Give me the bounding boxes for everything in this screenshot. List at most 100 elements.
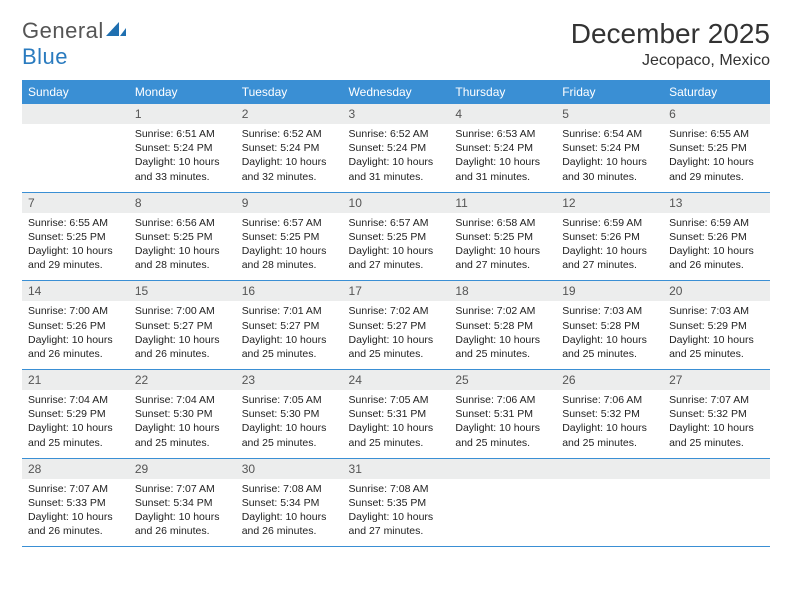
day-number: 17 — [343, 281, 450, 301]
sunrise-text: Sunrise: 6:57 AM — [242, 216, 337, 230]
sunset-text: Sunset: 5:34 PM — [242, 496, 337, 510]
calendar-day-cell: 2Sunrise: 6:52 AMSunset: 5:24 PMDaylight… — [236, 104, 343, 192]
sunset-text: Sunset: 5:24 PM — [242, 141, 337, 155]
day-body: Sunrise: 6:55 AMSunset: 5:25 PMDaylight:… — [663, 124, 770, 192]
location: Jecopaco, Mexico — [571, 52, 770, 70]
day-body: Sunrise: 6:57 AMSunset: 5:25 PMDaylight:… — [236, 213, 343, 281]
day-body: Sunrise: 7:00 AMSunset: 5:27 PMDaylight:… — [129, 301, 236, 369]
sunset-text: Sunset: 5:24 PM — [562, 141, 657, 155]
sunrise-text: Sunrise: 6:51 AM — [135, 127, 230, 141]
day-number — [556, 459, 663, 479]
calendar-day-cell — [663, 458, 770, 547]
day-number: 26 — [556, 370, 663, 390]
day-body: Sunrise: 7:03 AMSunset: 5:28 PMDaylight:… — [556, 301, 663, 369]
calendar-day-cell: 9Sunrise: 6:57 AMSunset: 5:25 PMDaylight… — [236, 192, 343, 281]
day-number: 15 — [129, 281, 236, 301]
calendar-day-cell: 23Sunrise: 7:05 AMSunset: 5:30 PMDayligh… — [236, 370, 343, 459]
day-number: 13 — [663, 193, 770, 213]
day-number: 19 — [556, 281, 663, 301]
sunset-text: Sunset: 5:24 PM — [455, 141, 550, 155]
day-body: Sunrise: 7:04 AMSunset: 5:30 PMDaylight:… — [129, 390, 236, 458]
day-number: 2 — [236, 104, 343, 124]
sunset-text: Sunset: 5:31 PM — [455, 407, 550, 421]
daylight-text: Daylight: 10 hours and 25 minutes. — [562, 421, 657, 449]
calendar-week-row: 28Sunrise: 7:07 AMSunset: 5:33 PMDayligh… — [22, 458, 770, 547]
daylight-text: Daylight: 10 hours and 28 minutes. — [242, 244, 337, 272]
calendar-day-cell: 3Sunrise: 6:52 AMSunset: 5:24 PMDaylight… — [343, 104, 450, 192]
sunset-text: Sunset: 5:31 PM — [349, 407, 444, 421]
day-body: Sunrise: 7:07 AMSunset: 5:33 PMDaylight:… — [22, 479, 129, 547]
sunset-text: Sunset: 5:32 PM — [562, 407, 657, 421]
day-body — [22, 124, 129, 182]
daylight-text: Daylight: 10 hours and 25 minutes. — [242, 333, 337, 361]
sunrise-text: Sunrise: 6:52 AM — [349, 127, 444, 141]
calendar-week-row: 7Sunrise: 6:55 AMSunset: 5:25 PMDaylight… — [22, 192, 770, 281]
daylight-text: Daylight: 10 hours and 25 minutes. — [455, 421, 550, 449]
day-number: 6 — [663, 104, 770, 124]
sunrise-text: Sunrise: 7:00 AM — [135, 304, 230, 318]
day-number: 16 — [236, 281, 343, 301]
daylight-text: Daylight: 10 hours and 25 minutes. — [669, 421, 764, 449]
calendar-day-cell: 29Sunrise: 7:07 AMSunset: 5:34 PMDayligh… — [129, 458, 236, 547]
weekday-header-cell: Saturday — [663, 80, 770, 104]
day-body: Sunrise: 7:00 AMSunset: 5:26 PMDaylight:… — [22, 301, 129, 369]
day-body: Sunrise: 6:59 AMSunset: 5:26 PMDaylight:… — [556, 213, 663, 281]
daylight-text: Daylight: 10 hours and 26 minutes. — [135, 510, 230, 538]
sunset-text: Sunset: 5:27 PM — [242, 319, 337, 333]
day-body: Sunrise: 7:05 AMSunset: 5:31 PMDaylight:… — [343, 390, 450, 458]
day-number: 20 — [663, 281, 770, 301]
day-body: Sunrise: 7:06 AMSunset: 5:32 PMDaylight:… — [556, 390, 663, 458]
calendar-day-cell: 11Sunrise: 6:58 AMSunset: 5:25 PMDayligh… — [449, 192, 556, 281]
daylight-text: Daylight: 10 hours and 25 minutes. — [349, 421, 444, 449]
weekday-header-row: SundayMondayTuesdayWednesdayThursdayFrid… — [22, 80, 770, 104]
day-number: 1 — [129, 104, 236, 124]
calendar-day-cell: 24Sunrise: 7:05 AMSunset: 5:31 PMDayligh… — [343, 370, 450, 459]
weekday-header-cell: Friday — [556, 80, 663, 104]
sunset-text: Sunset: 5:25 PM — [135, 230, 230, 244]
sunrise-text: Sunrise: 6:52 AM — [242, 127, 337, 141]
day-number: 22 — [129, 370, 236, 390]
sunset-text: Sunset: 5:25 PM — [28, 230, 123, 244]
sunrise-text: Sunrise: 6:55 AM — [669, 127, 764, 141]
day-number — [663, 459, 770, 479]
day-body: Sunrise: 6:53 AMSunset: 5:24 PMDaylight:… — [449, 124, 556, 192]
day-number: 9 — [236, 193, 343, 213]
sunset-text: Sunset: 5:24 PM — [349, 141, 444, 155]
daylight-text: Daylight: 10 hours and 25 minutes. — [455, 333, 550, 361]
sunrise-text: Sunrise: 6:53 AM — [455, 127, 550, 141]
sunrise-text: Sunrise: 6:57 AM — [349, 216, 444, 230]
day-number: 21 — [22, 370, 129, 390]
calendar-day-cell — [556, 458, 663, 547]
day-number: 30 — [236, 459, 343, 479]
day-body: Sunrise: 7:01 AMSunset: 5:27 PMDaylight:… — [236, 301, 343, 369]
sunrise-text: Sunrise: 7:06 AM — [455, 393, 550, 407]
sunrise-text: Sunrise: 7:04 AM — [28, 393, 123, 407]
day-body: Sunrise: 6:57 AMSunset: 5:25 PMDaylight:… — [343, 213, 450, 281]
daylight-text: Daylight: 10 hours and 25 minutes. — [28, 421, 123, 449]
daylight-text: Daylight: 10 hours and 33 minutes. — [135, 155, 230, 183]
sunrise-text: Sunrise: 7:03 AM — [562, 304, 657, 318]
day-body: Sunrise: 7:02 AMSunset: 5:28 PMDaylight:… — [449, 301, 556, 369]
calendar-day-cell — [449, 458, 556, 547]
calendar-day-cell: 13Sunrise: 6:59 AMSunset: 5:26 PMDayligh… — [663, 192, 770, 281]
daylight-text: Daylight: 10 hours and 31 minutes. — [455, 155, 550, 183]
daylight-text: Daylight: 10 hours and 26 minutes. — [28, 510, 123, 538]
sunset-text: Sunset: 5:30 PM — [135, 407, 230, 421]
month-title: December 2025 — [571, 18, 770, 50]
sunrise-text: Sunrise: 7:00 AM — [28, 304, 123, 318]
sunrise-text: Sunrise: 6:54 AM — [562, 127, 657, 141]
sunrise-text: Sunrise: 7:08 AM — [349, 482, 444, 496]
daylight-text: Daylight: 10 hours and 27 minutes. — [349, 510, 444, 538]
day-number — [22, 104, 129, 124]
sunset-text: Sunset: 5:35 PM — [349, 496, 444, 510]
day-body — [449, 479, 556, 537]
calendar-day-cell: 20Sunrise: 7:03 AMSunset: 5:29 PMDayligh… — [663, 281, 770, 370]
logo-text-gray: General — [22, 18, 104, 43]
calendar-week-row: 21Sunrise: 7:04 AMSunset: 5:29 PMDayligh… — [22, 370, 770, 459]
calendar-day-cell: 28Sunrise: 7:07 AMSunset: 5:33 PMDayligh… — [22, 458, 129, 547]
day-number: 31 — [343, 459, 450, 479]
sunrise-text: Sunrise: 6:58 AM — [455, 216, 550, 230]
daylight-text: Daylight: 10 hours and 26 minutes. — [669, 244, 764, 272]
calendar-day-cell: 25Sunrise: 7:06 AMSunset: 5:31 PMDayligh… — [449, 370, 556, 459]
day-body: Sunrise: 7:07 AMSunset: 5:32 PMDaylight:… — [663, 390, 770, 458]
